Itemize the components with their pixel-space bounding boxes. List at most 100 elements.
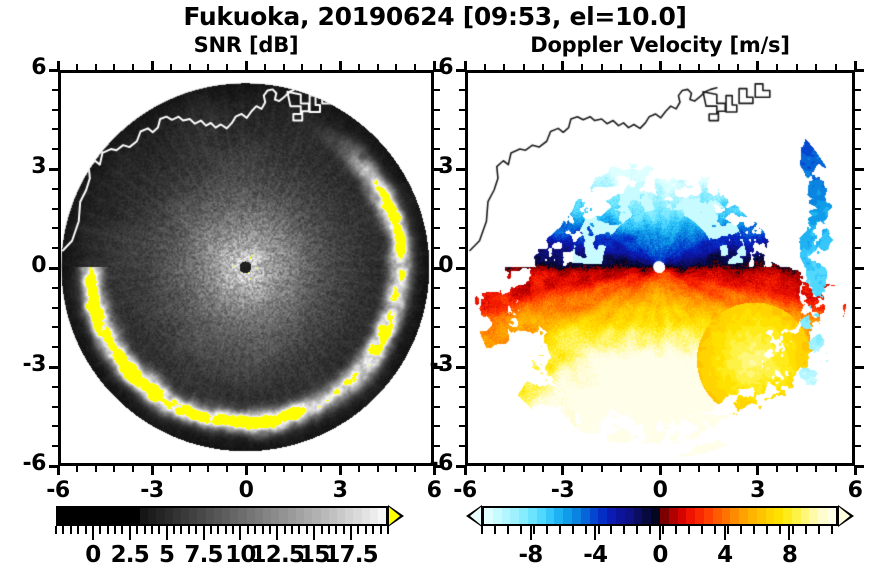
doppler-colorbar-minor-tick [791,526,794,534]
doppler-colorbar-minor-tick [545,526,548,534]
axis-y-tick-label: 6 [438,55,453,80]
doppler-colorbar-bar[interactable] [482,506,838,526]
snr-colorbar-minor-tick [150,526,153,534]
doppler-colorbar-minor-tick [481,526,483,534]
axis-x-tick-label: 3 [750,478,765,503]
snr-colorbar-tick-label: 10 [225,542,256,568]
doppler-colorbar-minor-tick [649,526,652,534]
doppler-colorbar-minor-tick [688,526,691,534]
snr-colorbar-minor-tick [364,526,367,534]
snr-colorbar-minor-tick [224,526,227,534]
snr-colorbar-major-tick [350,526,353,540]
axis-x-tick-label: -3 [550,478,575,503]
snr-ppi-plot[interactable] [58,70,434,466]
doppler-colorbar-under-fill [470,507,481,525]
snr-colorbar-minor-tick [114,526,117,534]
snr-colorbar-minor-tick [372,526,375,534]
snr-colorbar-minor-tick [268,526,271,534]
snr-colorbar-tick-label: 2.5 [110,542,150,568]
axis-y-tick-label: -3 [22,352,47,377]
snr-colorbar-minor-tick [84,526,87,534]
doppler-colorbar-tick-label: -8 [518,542,544,568]
snr-colorbar-minor-tick [143,526,146,534]
snr-colorbar-minor-tick [121,526,124,534]
snr-colorbar-minor-tick [246,526,249,534]
snr-colorbar-minor-tick [62,526,65,534]
axis-x-tick-label: -6 [453,478,477,503]
axis-y-tick-label: -6 [22,451,47,476]
doppler-colorbar-minor-tick [558,526,561,534]
snr-colorbar-minor-tick [99,526,102,534]
snr-colorbar-minor-tick [69,526,72,534]
axis-y-tick-label: -6 [429,451,454,476]
snr-colorbar-minor-tick [254,526,257,534]
doppler-colorbar-minor-tick [584,526,587,534]
snr-colorbar-minor-tick [335,526,338,534]
doppler-colorbar-major-tick [529,526,532,540]
snr-colorbar-minor-tick [320,526,323,534]
doppler-colorbar-minor-tick [714,526,717,534]
axis-y-tick-label: 3 [31,154,46,179]
snr-colorbar-minor-tick [305,526,308,534]
snr-colorbar-over-fill [389,507,400,525]
snr-colorbar-bar[interactable] [56,506,388,526]
snr-colorbar-minor-tick [136,526,139,534]
axis-y-tick-label: 3 [438,154,453,179]
axis-x-tick-label: 3 [332,478,348,503]
doppler-colorbar-minor-tick [752,526,755,534]
snr-colorbar-minor-tick [357,526,360,534]
axis-y-tick-label: 0 [31,253,46,278]
snr-colorbar-major-tick [276,526,279,540]
snr-colorbar-minor-tick [106,526,109,534]
snr-colorbar-minor-tick [261,526,264,534]
doppler-colorbar-minor-tick [519,526,522,534]
snr-colorbar-major-tick [202,526,205,540]
doppler-colorbar-minor-tick [830,526,833,534]
snr-colorbar-minor-tick [180,526,183,534]
snr-colorbar-minor-tick [173,526,176,534]
doppler-colorbar-minor-tick [623,526,626,534]
snr-colorbar-minor-tick [158,526,161,534]
doppler-colorbar-minor-tick [765,526,768,534]
page-title: Fukuoka, 20190624 [09:53, el=10.0] [183,2,687,31]
snr-panel-title: SNR [dB] [193,33,299,57]
snr-colorbar-minor-tick [298,526,301,534]
doppler-ppi-plot[interactable] [465,70,855,466]
axis-y-tick-label: 6 [31,55,46,80]
snr-colorbar-tick-label: 17.5 [324,542,378,568]
snr-colorbar-tick-label: 12.5 [250,542,305,568]
snr-colorbar-minor-tick [217,526,220,534]
snr-colorbar-minor-tick [187,526,190,534]
snr-colorbar-major-tick [239,526,242,540]
doppler-colorbar-minor-tick [701,526,704,534]
doppler-colorbar-tick-label: -4 [583,542,608,568]
axis-y-tick-label: -3 [429,352,454,377]
doppler-colorbar-minor-tick [493,526,496,534]
doppler-radar-field [468,73,852,463]
axis-x-tick-label: 6 [426,478,442,503]
snr-colorbar-tick-label: 0 [85,542,101,568]
snr-colorbar-major-tick [165,526,168,540]
snr-colorbar-minor-tick [55,526,57,534]
snr-colorbar-tick-label: 7.5 [184,542,223,568]
snr-radar-field [61,73,431,463]
snr-colorbar-major-tick [128,526,131,540]
doppler-colorbar-minor-tick [571,526,574,534]
doppler-colorbar-over-fill [839,507,850,525]
doppler-colorbar-minor-tick [726,526,729,534]
doppler-panel-title: Doppler Velocity [m/s] [530,33,790,57]
snr-colorbar-major-tick [313,526,316,540]
doppler-colorbar-tick-label: 0 [652,542,668,568]
doppler-colorbar-minor-tick [675,526,678,534]
doppler-colorbar-minor-tick [506,526,509,534]
snr-colorbar-minor-tick [195,526,198,534]
axis-x-tick-label: 6 [847,478,863,503]
doppler-colorbar-major-tick [788,526,791,540]
snr-colorbar-minor-tick [232,526,235,534]
snr-colorbar-minor-tick [283,526,286,534]
axis-x-tick-label: 0 [652,478,668,503]
snr-colorbar-minor-tick [77,526,80,534]
snr-colorbar-minor-tick [327,526,330,534]
axis-x-tick-label: -3 [140,478,164,503]
snr-colorbar-minor-tick [209,526,212,534]
